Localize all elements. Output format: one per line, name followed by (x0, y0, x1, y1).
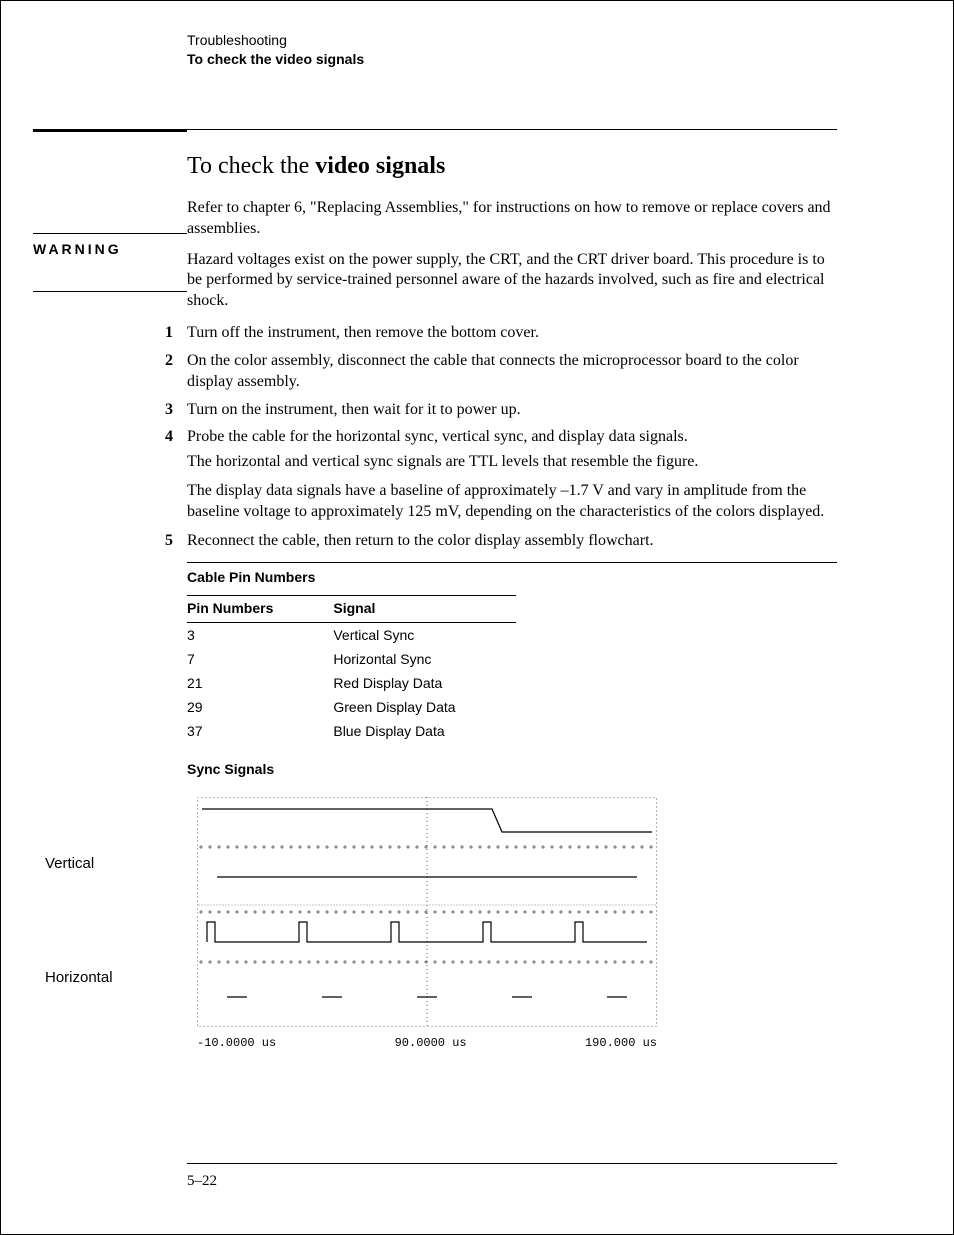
xtick: -10.0000 us (197, 1036, 276, 1050)
sync-title: Sync Signals (187, 761, 837, 777)
warning-paragraph: Hazard voltages exist on the power suppl… (187, 250, 837, 312)
title-prefix: To check the (187, 153, 315, 179)
step-text: Turn on the instrument, then wait for it… (187, 401, 521, 418)
table-col: Signal (333, 595, 515, 622)
step-subtext: The display data signals have a baseline… (187, 481, 837, 523)
step-text: Reconnect the cable, then return to the … (187, 532, 654, 549)
running-head: Troubleshooting To check the video signa… (187, 31, 364, 69)
table-col: Pin Numbers (187, 595, 333, 622)
pin-table: Pin NumbersSignal 3Vertical Sync7Horizon… (187, 595, 516, 743)
step-number: 2 (165, 350, 173, 372)
step-text: On the color assembly, disconnect the ca… (187, 352, 799, 391)
table-cell: Blue Display Data (333, 719, 515, 743)
table-row: 29Green Display Data (187, 695, 516, 719)
table-row: 37Blue Display Data (187, 719, 516, 743)
step: 3Turn on the instrument, then wait for i… (187, 399, 837, 421)
step: 4Probe the cable for the horizontal sync… (187, 426, 837, 522)
step-number: 1 (165, 322, 173, 344)
table-cell: 3 (187, 622, 333, 647)
table-row: 7Horizontal Sync (187, 647, 516, 671)
step-number: 5 (165, 530, 173, 552)
header-subsection: To check the video signals (187, 50, 364, 69)
table-row: 21Red Display Data (187, 671, 516, 695)
table-rule-top (187, 562, 837, 563)
table-cell: Vertical Sync (333, 622, 515, 647)
label-vertical: Vertical (45, 855, 94, 872)
rule-left (33, 129, 187, 132)
header-section: Troubleshooting (187, 31, 364, 50)
table-header-row: Pin NumbersSignal (187, 595, 516, 622)
step-text: Probe the cable for the horizontal sync,… (187, 428, 688, 445)
step-text: Turn off the instrument, then remove the… (187, 324, 539, 341)
table-cell: 21 (187, 671, 333, 695)
table-title: Cable Pin Numbers (187, 569, 837, 585)
table-cell: Green Display Data (333, 695, 515, 719)
table-cell: 7 (187, 647, 333, 671)
table-body: 3Vertical Sync7Horizontal Sync21Red Disp… (187, 622, 516, 743)
xtick: 190.000 us (585, 1036, 657, 1050)
table-cell: Horizontal Sync (333, 647, 515, 671)
step-number: 4 (165, 426, 173, 448)
warning-rule-bot (33, 291, 187, 292)
scope-figure: Vertical Horizontal -10.0000 us90.0000 u… (197, 797, 837, 1050)
step: 5Reconnect the cable, then return to the… (187, 530, 837, 552)
content: To check the video signals Refer to chap… (187, 143, 837, 1050)
step: 2On the color assembly, disconnect the c… (187, 350, 837, 393)
table-cell: Red Display Data (333, 671, 515, 695)
table-cell: 29 (187, 695, 333, 719)
warning-label: WARNING (33, 241, 122, 257)
step-subtext: The horizontal and vertical sync signals… (187, 452, 837, 473)
table-row: 3Vertical Sync (187, 622, 516, 647)
table-cell: 37 (187, 719, 333, 743)
rule-right (187, 129, 837, 130)
footer-rule (187, 1163, 837, 1164)
page: Troubleshooting To check the video signa… (0, 0, 954, 1235)
steps-list: 1Turn off the instrument, then remove th… (187, 322, 837, 552)
warning-rule-top (33, 233, 187, 234)
step: 1Turn off the instrument, then remove th… (187, 322, 837, 344)
xtick: 90.0000 us (395, 1036, 467, 1050)
scope-svg (197, 797, 657, 1027)
page-title: To check the video signals (187, 153, 837, 180)
intro-paragraph: Refer to chapter 6, "Replacing Assemblie… (187, 198, 837, 240)
step-number: 3 (165, 399, 173, 421)
page-number: 5–22 (187, 1173, 217, 1190)
label-horizontal: Horizontal (45, 969, 113, 986)
title-bold: video signals (315, 153, 445, 179)
xticks: -10.0000 us 90.0000 us 190.000 us (197, 1036, 657, 1050)
